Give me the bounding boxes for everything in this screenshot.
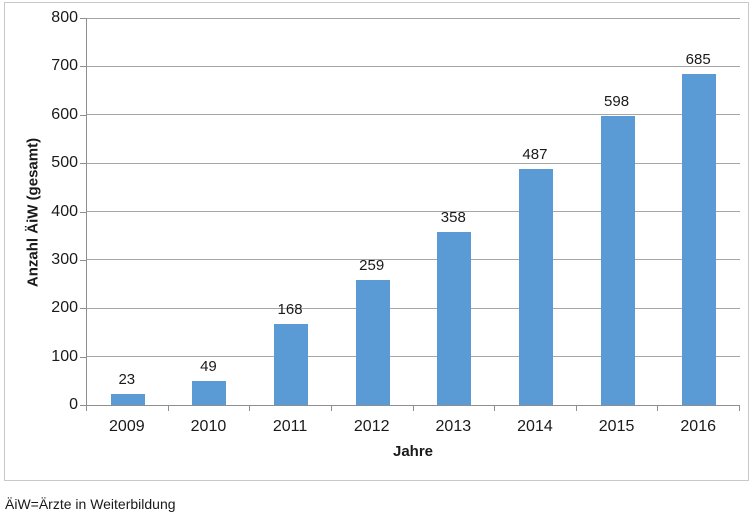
y-gridline [87, 259, 740, 261]
y-gridline [87, 356, 740, 358]
y-tick-mark [80, 308, 86, 310]
y-gridline [87, 65, 740, 67]
y-gridline [87, 17, 740, 19]
y-tick-mark [80, 259, 86, 261]
x-tick-mark [575, 406, 577, 411]
x-tick-mark [167, 406, 169, 411]
x-tick-label: 2016 [680, 418, 716, 435]
bar [682, 73, 717, 405]
bar [274, 323, 309, 405]
footnote: ÄiW=Ärzte in Weiterbildung [5, 496, 176, 512]
y-gridline [87, 307, 740, 309]
y-gridline [87, 114, 740, 116]
x-tick-mark [249, 406, 251, 411]
y-tick-label: 400 [51, 202, 78, 220]
bar-value-label: 23 [118, 370, 136, 388]
x-tick-label: 2009 [109, 418, 145, 435]
y-gridline [87, 211, 740, 212]
y-tick-mark [80, 163, 86, 165]
x-tick-mark [739, 406, 740, 411]
y-tick-label: 700 [51, 57, 78, 75]
y-tick-mark [80, 66, 86, 68]
bar-value-label: 487 [522, 146, 548, 164]
bar [437, 231, 472, 405]
y-tick-label: 500 [51, 154, 78, 172]
bar-value-label: 598 [604, 92, 630, 110]
x-tick-mark [330, 406, 332, 411]
x-tick-label: 2013 [435, 418, 472, 435]
x-tick-label: 2015 [598, 418, 635, 435]
bar [518, 169, 553, 405]
y-tick-mark [80, 211, 86, 213]
y-tick-mark [80, 114, 86, 116]
y-tick-mark [80, 18, 86, 19]
y-tick-label: 300 [51, 250, 78, 268]
y-tick-label: 100 [51, 347, 78, 365]
bar [110, 393, 145, 405]
x-tick-mark [657, 406, 659, 411]
y-tick-label: 0 [69, 396, 78, 413]
x-tick-mark [412, 406, 414, 411]
x-tick-label: 2011 [272, 418, 308, 435]
y-tick-mark [80, 356, 86, 358]
bar [355, 279, 390, 405]
plot-area [86, 17, 740, 406]
bar [192, 381, 227, 405]
bar-value-label: 168 [277, 300, 303, 318]
bar-value-label: 49 [200, 358, 217, 376]
x-tick-label: 2014 [517, 418, 553, 435]
x-axis-title: Jahre [392, 443, 434, 460]
chart-frame: Anzahl ÄiW (gesamt) 0 100 200 300 400 500 600 7… [4, 2, 749, 481]
y-tick-label: 600 [51, 105, 78, 123]
bar-value-label: 259 [359, 256, 385, 274]
bar-value-label: 358 [440, 208, 466, 226]
bar-value-label: 685 [685, 50, 711, 68]
y-tick-label: 800 [51, 9, 78, 26]
bar [600, 115, 635, 405]
x-tick-label: 2010 [190, 418, 227, 435]
y-tick-mark [80, 405, 86, 406]
x-tick-mark [86, 406, 87, 411]
x-tick-label: 2012 [353, 418, 390, 435]
y-tick-label: 200 [51, 299, 78, 317]
x-tick-mark [494, 406, 496, 411]
y-gridline [87, 162, 740, 164]
